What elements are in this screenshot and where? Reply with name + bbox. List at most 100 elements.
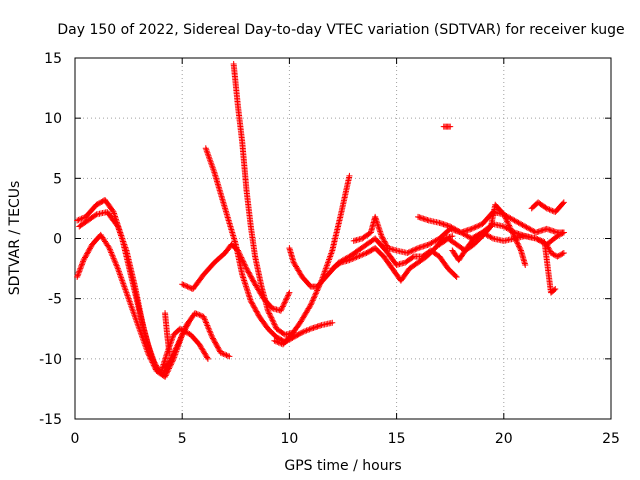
data-point (249, 300, 256, 307)
data-point (183, 283, 190, 290)
data-point (201, 315, 208, 322)
data-point (207, 329, 214, 336)
data-point (208, 332, 215, 339)
data-point (266, 310, 273, 317)
data-point (405, 249, 412, 256)
data-point (476, 222, 483, 229)
data-point (447, 123, 454, 130)
x-tick-label: 10 (280, 431, 298, 447)
data-point (552, 286, 559, 293)
data-point (474, 223, 480, 230)
data-point (312, 291, 319, 298)
data-point (193, 310, 200, 317)
data-point (217, 349, 224, 356)
data-point (184, 283, 191, 290)
data-point (551, 252, 558, 259)
data-points (74, 61, 567, 380)
data-point (508, 226, 515, 233)
data-point (411, 246, 418, 253)
data-point (247, 273, 254, 280)
data-point (550, 251, 557, 258)
data-point (382, 241, 389, 248)
data-point (355, 253, 362, 260)
y-tick-label: 10 (44, 111, 62, 127)
data-point (109, 253, 116, 260)
data-point (76, 266, 83, 273)
data-point (336, 260, 343, 267)
data-point (185, 284, 192, 291)
data-point (83, 251, 90, 258)
data-point (346, 257, 353, 264)
data-point (86, 246, 93, 253)
data-point (304, 326, 311, 333)
data-point (183, 323, 190, 330)
series-track-o (449, 229, 559, 296)
data-point (546, 206, 553, 213)
data-point (544, 242, 551, 249)
data-point (515, 241, 522, 248)
data-point (313, 288, 320, 295)
data-point (311, 293, 318, 300)
data-point (166, 365, 173, 372)
data-point (251, 279, 258, 286)
data-point (223, 352, 230, 359)
data-point (522, 261, 529, 268)
data-point (475, 222, 482, 229)
data-point (202, 318, 209, 325)
data-point (407, 248, 413, 255)
data-point (300, 328, 307, 335)
data-point (310, 296, 317, 303)
data-point (559, 200, 566, 207)
data-point (307, 302, 314, 309)
data-point (347, 256, 354, 263)
data-point (113, 261, 120, 268)
data-point (516, 244, 523, 251)
data-point (79, 215, 86, 222)
data-point (281, 299, 288, 306)
data-point (350, 255, 357, 262)
data-point (383, 242, 390, 249)
data-point (253, 308, 260, 315)
data-point (267, 313, 274, 320)
data-point (309, 298, 316, 305)
data-point (222, 351, 229, 358)
data-point (543, 241, 550, 248)
y-tick-label: -5 (48, 292, 62, 308)
series-track-d (162, 310, 173, 356)
data-point (244, 268, 251, 275)
series-track-n (440, 123, 454, 130)
data-point (78, 261, 85, 268)
data-point (556, 252, 563, 259)
data-point (108, 250, 115, 257)
data-point (271, 321, 278, 328)
data-point (449, 233, 456, 240)
data-point (77, 216, 84, 223)
data-point (286, 289, 293, 296)
data-point (560, 229, 567, 236)
data-point (180, 281, 187, 288)
data-point (164, 368, 171, 375)
data-point (209, 334, 216, 341)
data-point (165, 366, 172, 373)
data-point (167, 361, 174, 368)
data-point (245, 269, 252, 276)
data-point (554, 253, 561, 260)
series-track-j (329, 233, 456, 284)
data-point (203, 319, 210, 326)
data-point (220, 351, 227, 358)
data-point (486, 224, 493, 231)
data-point (488, 234, 495, 241)
data-point (270, 318, 277, 325)
data-point (80, 258, 87, 265)
data-point (468, 225, 475, 232)
data-point (184, 322, 191, 329)
data-point (242, 264, 249, 271)
data-point (506, 222, 513, 229)
y-tick-label: 5 (53, 171, 62, 187)
x-tick-label: 20 (495, 431, 513, 447)
data-point (166, 364, 173, 371)
data-point (559, 250, 566, 257)
data-point (382, 239, 389, 246)
data-point (184, 321, 191, 328)
data-point (87, 245, 94, 252)
